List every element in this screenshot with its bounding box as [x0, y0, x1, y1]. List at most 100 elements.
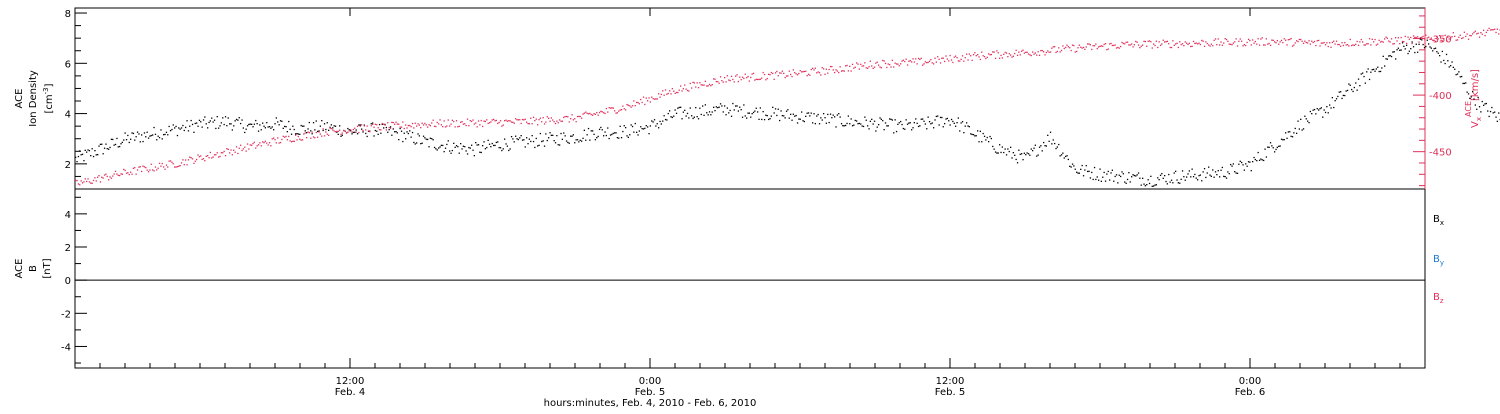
vx-series-point — [794, 72, 795, 73]
ion-density-series-point — [269, 126, 270, 127]
vx-series-point — [576, 121, 577, 122]
ion-density-series-point — [1249, 162, 1250, 163]
vx-series-point — [882, 60, 883, 61]
ion-density-series-point — [439, 146, 440, 147]
vx-series-point — [895, 63, 896, 64]
ion-density-series-point — [1317, 108, 1318, 109]
vx-series-point — [170, 160, 171, 161]
vx-series-point — [1119, 48, 1120, 49]
ion-density-series-point — [1478, 97, 1479, 98]
vx-series-point — [599, 112, 600, 113]
ion-density-series-point — [625, 127, 626, 128]
vx-series-point — [1333, 41, 1334, 42]
ion-density-series-point — [834, 116, 835, 117]
y-bottom-tick-label: -2 — [61, 309, 71, 320]
ion-density-series-point — [1071, 166, 1072, 167]
vx-series-point — [324, 135, 325, 136]
vx-series-point — [331, 128, 332, 129]
ion-density-series-point — [281, 121, 282, 122]
ion-density-series-point — [917, 123, 918, 124]
vx-series-point — [1175, 43, 1176, 44]
vx-series-point — [1061, 50, 1062, 51]
ion-density-series-point — [534, 147, 535, 148]
vx-series-point — [980, 59, 981, 60]
vx-series-point — [390, 128, 391, 129]
ion-density-series-point — [1007, 148, 1008, 149]
vx-series-point — [1275, 42, 1276, 43]
ion-density-series-point — [1374, 71, 1375, 72]
ion-density-series-point — [1416, 44, 1417, 45]
ion-density-series-point — [1201, 180, 1202, 181]
vx-series-point — [1165, 41, 1166, 42]
ion-density-series-point — [1193, 176, 1194, 177]
ion-density-series-point — [790, 114, 791, 115]
ion-density-series-point — [358, 124, 359, 125]
vx-series-point — [246, 151, 247, 152]
vx-series-point — [978, 56, 979, 57]
ion-density-series-point — [838, 113, 839, 114]
vx-series-point — [1339, 44, 1340, 45]
ion-density-series-point — [882, 120, 883, 121]
x-tick-label-date: Feb. 5 — [635, 387, 665, 398]
vx-series-point — [1093, 45, 1094, 46]
ion-density-series-point — [284, 126, 285, 127]
ion-density-series-point — [559, 144, 560, 145]
vx-series-point — [560, 121, 561, 122]
vx-series-point — [1472, 33, 1473, 34]
vx-series-point — [1193, 41, 1194, 42]
vx-series-point — [552, 119, 553, 120]
vx-series-point — [1384, 38, 1385, 39]
ion-density-series-point — [951, 119, 952, 120]
vx-series-point — [818, 71, 819, 72]
vx-series-point — [290, 140, 291, 141]
vx-series-point — [632, 105, 633, 106]
ion-density-series-point — [1231, 166, 1232, 167]
ion-density-series-point — [996, 152, 997, 153]
vx-series-point — [1079, 45, 1080, 46]
ion-density-series-point — [225, 116, 226, 117]
ion-density-series-point — [261, 129, 262, 130]
vx-series-point — [1028, 53, 1029, 54]
vx-series-point — [1346, 44, 1347, 45]
vx-series-point — [193, 163, 194, 164]
vx-series-point — [596, 112, 597, 113]
vx-series-point — [662, 90, 663, 91]
vx-series-point — [900, 63, 901, 64]
vx-series-point — [721, 80, 722, 81]
vx-series-point — [1105, 43, 1106, 44]
ion-density-series-point — [719, 107, 720, 108]
ion-density-series-point — [420, 143, 421, 144]
vx-series-point — [489, 122, 490, 123]
ion-density-series-point — [1489, 116, 1490, 117]
vx-series-point — [1094, 45, 1095, 46]
ion-density-series-point — [211, 118, 212, 119]
ion-density-series-point — [1148, 179, 1149, 180]
vx-series-point — [1495, 32, 1496, 33]
x-tick-label-time: 0:00 — [1239, 376, 1261, 387]
vx-series-point — [229, 152, 230, 153]
vx-series-point — [580, 116, 581, 117]
vx-series-point — [800, 70, 801, 71]
ion-density-series-point — [848, 115, 849, 116]
vx-series-point — [497, 123, 498, 124]
vx-series-point — [266, 143, 267, 144]
ion-density-series-point — [1413, 46, 1414, 47]
ion-density-series-point — [690, 107, 691, 108]
vx-series-point — [1304, 41, 1305, 42]
vx-series-point — [383, 124, 384, 125]
ion-density-series-point — [138, 133, 139, 134]
ion-density-series-point — [985, 139, 986, 140]
ion-density-series-point — [1281, 139, 1282, 140]
vx-series-point — [727, 75, 728, 76]
ion-density-series-point — [754, 111, 755, 112]
ion-density-series-point — [1494, 112, 1495, 113]
ion-density-series-point — [105, 144, 106, 145]
vx-series-point — [1410, 37, 1411, 38]
vx-series-point — [1035, 52, 1036, 53]
vx-series-point — [1311, 41, 1312, 42]
vx-series-point — [1247, 42, 1248, 43]
ion-density-series-point — [851, 118, 852, 119]
vx-series-point — [204, 160, 205, 161]
vx-series-point — [1115, 44, 1116, 45]
